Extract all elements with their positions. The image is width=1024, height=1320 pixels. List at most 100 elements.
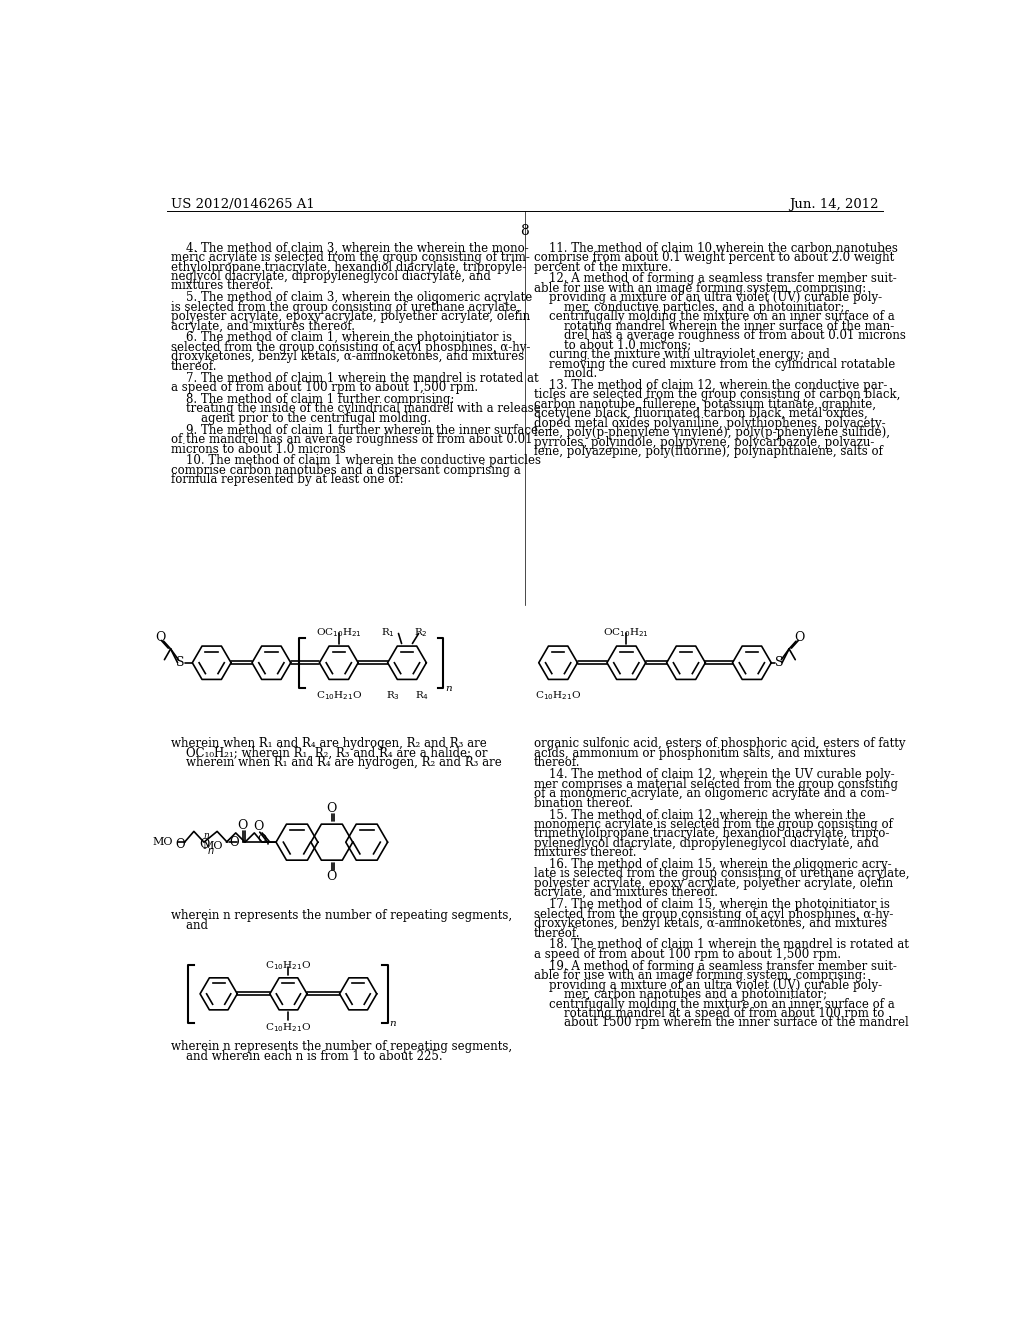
Text: mixtures thereof.: mixtures thereof. xyxy=(535,846,637,859)
Text: 7. The method of claim 1 wherein the mandrel is rotated at: 7. The method of claim 1 wherein the man… xyxy=(171,372,539,384)
Text: 8. The method of claim 1 further comprising:: 8. The method of claim 1 further compris… xyxy=(171,393,454,405)
Text: trimethylolpropane triacrylate, hexandiol diacrylate, tripro-: trimethylolpropane triacrylate, hexandio… xyxy=(535,828,890,841)
Text: S: S xyxy=(176,656,185,669)
Text: O: O xyxy=(175,838,184,851)
Text: wherein n represents the number of repeating segments,: wherein n represents the number of repea… xyxy=(171,909,512,923)
Text: able for use with an image forming system, comprising:: able for use with an image forming syste… xyxy=(535,281,866,294)
Text: a speed of from about 100 rpm to about 1,500 rpm.: a speed of from about 100 rpm to about 1… xyxy=(535,948,842,961)
Text: comprise carbon nanotubes and a dispersant comprising a: comprise carbon nanotubes and a dispersa… xyxy=(171,463,520,477)
Text: monomeric acrylate is selected from the group consisting of: monomeric acrylate is selected from the … xyxy=(535,818,893,830)
Text: O: O xyxy=(327,801,337,814)
Text: Jun. 14, 2012: Jun. 14, 2012 xyxy=(790,198,879,211)
Text: 10. The method of claim 1 wherein the conductive particles: 10. The method of claim 1 wherein the co… xyxy=(171,454,541,467)
Text: O: O xyxy=(253,820,263,833)
Text: US 2012/0146265 A1: US 2012/0146265 A1 xyxy=(171,198,314,211)
Text: thereof.: thereof. xyxy=(171,360,217,372)
Text: OC₁₀H₂₁; wherein R₁, R₂, R₃ and R₄ are a halide; or: OC₁₀H₂₁; wherein R₁, R₂, R₃ and R₄ are a… xyxy=(171,747,487,760)
Text: 18. The method of claim 1 wherein the mandrel is rotated at: 18. The method of claim 1 wherein the ma… xyxy=(535,939,909,952)
Text: about 1500 rpm wherein the inner surface of the mandrel: about 1500 rpm wherein the inner surface… xyxy=(535,1016,909,1030)
Text: 8: 8 xyxy=(520,224,529,238)
Text: $n$: $n$ xyxy=(207,846,215,857)
Text: providing a mixture of an ultra violet (UV) curable poly-: providing a mixture of an ultra violet (… xyxy=(535,978,883,991)
Text: mixtures thereof.: mixtures thereof. xyxy=(171,280,273,293)
Text: providing a mixture of an ultra violet (UV) curable poly-: providing a mixture of an ultra violet (… xyxy=(535,292,883,304)
Text: mold.: mold. xyxy=(535,367,597,380)
Text: 19. A method of forming a seamless transfer member suit-: 19. A method of forming a seamless trans… xyxy=(535,960,897,973)
Text: n: n xyxy=(445,684,452,693)
Text: meric acrylate is selected from the group consisting of trim-: meric acrylate is selected from the grou… xyxy=(171,251,529,264)
Text: MO: MO xyxy=(202,841,222,851)
Text: formula represented by at least one of:: formula represented by at least one of: xyxy=(171,474,403,486)
Text: centrifugally molding the mixture on an inner surface of a: centrifugally molding the mixture on an … xyxy=(535,310,895,323)
Text: mer comprises a material selected from the group consisting: mer comprises a material selected from t… xyxy=(535,777,898,791)
Text: O: O xyxy=(156,631,166,644)
Text: R$_2$: R$_2$ xyxy=(414,627,428,639)
Text: 9. The method of claim 1 further wherein the inner surface: 9. The method of claim 1 further wherein… xyxy=(171,424,538,437)
Text: acetylene black, fluorinated carbon black, metal oxides,: acetylene black, fluorinated carbon blac… xyxy=(535,407,868,420)
Text: 17. The method of claim 15, wherein the photoinitiator is: 17. The method of claim 15, wherein the … xyxy=(535,898,890,911)
Text: 14. The method of claim 12, wherein the UV curable poly-: 14. The method of claim 12, wherein the … xyxy=(535,768,895,781)
Text: rotating mandrel at a speed of from about 100 rpm to: rotating mandrel at a speed of from abou… xyxy=(535,1007,885,1020)
Text: microns to about 1.0 microns: microns to about 1.0 microns xyxy=(171,442,345,455)
Text: mer, carbon nanotubes and a photoinitiator;: mer, carbon nanotubes and a photoinitiat… xyxy=(535,989,827,1001)
Text: polyester acrylate, epoxy acrylate, polyether acrylate, olefin: polyester acrylate, epoxy acrylate, poly… xyxy=(171,310,529,323)
Text: O: O xyxy=(327,870,337,883)
Text: wherein when R₁ and R₄ are hydrogen, R₂ and R₃ are: wherein when R₁ and R₄ are hydrogen, R₂ … xyxy=(171,756,502,770)
Text: to about 1.0 microns;: to about 1.0 microns; xyxy=(535,339,691,351)
Text: n: n xyxy=(389,1019,396,1028)
Text: removing the cured mixture from the cylindrical rotatable: removing the cured mixture from the cyli… xyxy=(535,358,895,371)
Text: is selected from the group consisting of urethane acrylate,: is selected from the group consisting of… xyxy=(171,301,520,314)
Text: 16. The method of claim 15, wherein the oligomeric acry-: 16. The method of claim 15, wherein the … xyxy=(535,858,892,871)
Text: acrylate, and mixtures thereof.: acrylate, and mixtures thereof. xyxy=(535,887,718,899)
Text: O: O xyxy=(200,838,210,851)
Text: MO: MO xyxy=(153,837,173,847)
Text: acrylate, and mixtures thereof.: acrylate, and mixtures thereof. xyxy=(171,319,354,333)
Text: rotating mandrel wherein the inner surface of the man-: rotating mandrel wherein the inner surfa… xyxy=(535,319,894,333)
Text: OC$_{10}$H$_{21}$: OC$_{10}$H$_{21}$ xyxy=(603,627,649,639)
Text: O: O xyxy=(794,631,804,644)
Text: of a monomeric acrylate, an oligomeric acrylate and a com-: of a monomeric acrylate, an oligomeric a… xyxy=(535,787,889,800)
Text: R$_4$: R$_4$ xyxy=(416,689,429,702)
Text: thereof.: thereof. xyxy=(535,927,581,940)
Text: n: n xyxy=(204,832,209,841)
Text: carbon nanotube, fullerene, potassium titanate, graphite,: carbon nanotube, fullerene, potassium ti… xyxy=(535,397,877,411)
Text: able for use with an image forming system, comprising:: able for use with an image forming syste… xyxy=(535,969,866,982)
Text: selected from the group consisting of acyl phosphines, α-hy-: selected from the group consisting of ac… xyxy=(171,341,530,354)
Text: droxyketones, benzyl ketals, α-aminoketones, and mixtures: droxyketones, benzyl ketals, α-aminoketo… xyxy=(171,350,523,363)
Text: lene, poly(p-phenylene vinylene), poly(p-phenylene sulfide),: lene, poly(p-phenylene vinylene), poly(p… xyxy=(535,426,890,440)
Text: and: and xyxy=(171,919,208,932)
Text: C$_{10}$H$_{21}$O: C$_{10}$H$_{21}$O xyxy=(315,689,361,702)
Text: O: O xyxy=(229,836,239,849)
Text: C$_{10}$H$_{21}$O: C$_{10}$H$_{21}$O xyxy=(535,689,582,702)
Text: of the mandrel has an average roughness of from about 0.01: of the mandrel has an average roughness … xyxy=(171,433,532,446)
Text: R$_3$: R$_3$ xyxy=(386,689,400,702)
Text: centrifugally molding the mixture on an inner surface of a: centrifugally molding the mixture on an … xyxy=(535,998,895,1011)
Text: R$_1$: R$_1$ xyxy=(381,627,394,639)
Text: 12. A method of forming a seamless transfer member suit-: 12. A method of forming a seamless trans… xyxy=(535,272,897,285)
Text: OC$_{10}$H$_{21}$: OC$_{10}$H$_{21}$ xyxy=(315,627,361,639)
Text: and wherein each n is from 1 to about 225.: and wherein each n is from 1 to about 22… xyxy=(171,1049,442,1063)
Text: treating the inside of the cylindrical mandrel with a release: treating the inside of the cylindrical m… xyxy=(171,403,541,416)
Text: wherein when R₁ and R₄ are hydrogen, R₂ and R₃ are: wherein when R₁ and R₄ are hydrogen, R₂ … xyxy=(171,738,486,751)
Text: C$_{10}$H$_{21}$O: C$_{10}$H$_{21}$O xyxy=(265,1022,311,1035)
Text: pyleneglycol diacrylate, dipropyleneglycol diacrylate, and: pyleneglycol diacrylate, dipropyleneglyc… xyxy=(535,837,879,850)
Text: agent prior to the centrifugal molding.: agent prior to the centrifugal molding. xyxy=(171,412,431,425)
Text: mer, conductive particles, and a photoinitiator;: mer, conductive particles, and a photoin… xyxy=(535,301,845,314)
Text: lene, polyazepine, poly(fluorine), polynaphthalene, salts of: lene, polyazepine, poly(fluorine), polyn… xyxy=(535,445,883,458)
Text: curing the mixture with ultraviolet energy; and: curing the mixture with ultraviolet ener… xyxy=(535,348,830,362)
Text: percent of the mixture.: percent of the mixture. xyxy=(535,260,672,273)
Text: 15. The method of claim 12, wherein the wherein the: 15. The method of claim 12, wherein the … xyxy=(535,808,866,821)
Text: organic sulfonic acid, esters of phosphoric acid, esters of fatty: organic sulfonic acid, esters of phospho… xyxy=(535,738,905,751)
Text: pyrroles, polyindole, polypyrene, polycarbazole, polyazu-: pyrroles, polyindole, polypyrene, polyca… xyxy=(535,436,874,449)
Text: comprise from about 0.1 weight percent to about 2.0 weight: comprise from about 0.1 weight percent t… xyxy=(535,251,894,264)
Text: 13. The method of claim 12, wherein the conductive par-: 13. The method of claim 12, wherein the … xyxy=(535,379,888,392)
Text: 6. The method of claim 1, wherein the photoinitiator is: 6. The method of claim 1, wherein the ph… xyxy=(171,331,512,345)
Text: doped metal oxides polyaniline, polythiophenes, polyacety-: doped metal oxides polyaniline, polythio… xyxy=(535,417,886,429)
Text: C$_{10}$H$_{21}$O: C$_{10}$H$_{21}$O xyxy=(265,960,311,972)
Text: 11. The method of claim 10 wherein the carbon nanotubes: 11. The method of claim 10 wherein the c… xyxy=(535,242,898,255)
Text: selected from the group consisting of acyl phosphines, α-hy-: selected from the group consisting of ac… xyxy=(535,908,894,920)
Text: 5. The method of claim 3, wherein the oligomeric acrylate: 5. The method of claim 3, wherein the ol… xyxy=(171,292,531,304)
Text: ethylolpropane triacrylate, hexandiol diacrylate, tripropyle-: ethylolpropane triacrylate, hexandiol di… xyxy=(171,260,526,273)
Text: bination thereof.: bination thereof. xyxy=(535,796,633,809)
Text: ticles are selected from the group consisting of carbon black,: ticles are selected from the group consi… xyxy=(535,388,900,401)
